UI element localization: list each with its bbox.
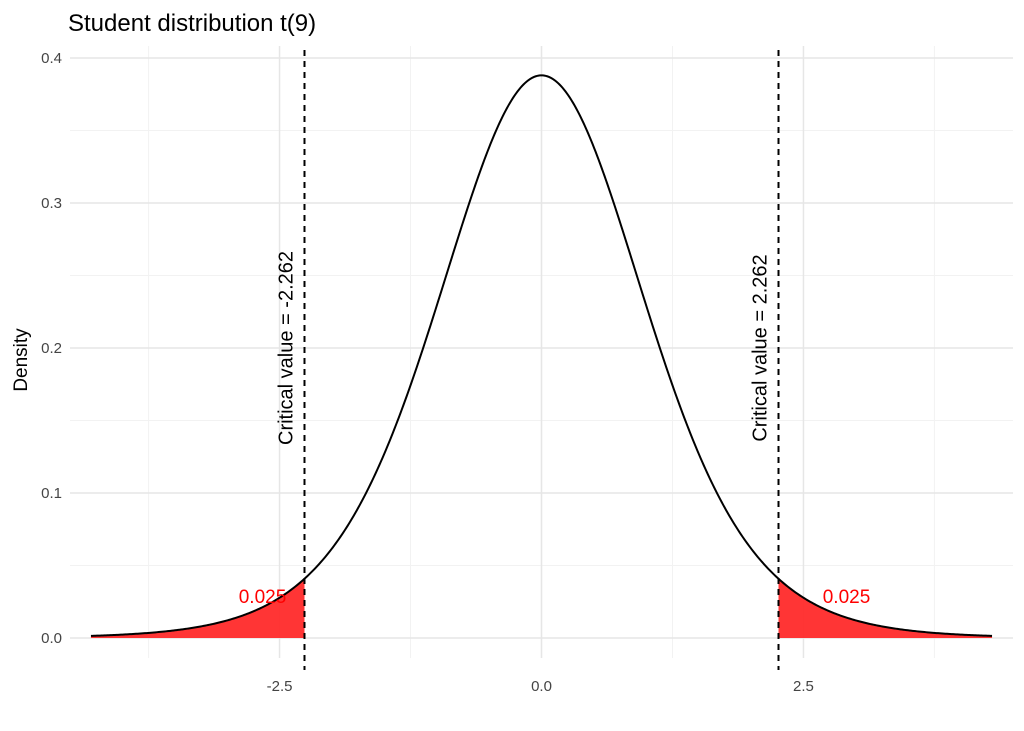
- x-tick-label: 2.5: [793, 678, 814, 695]
- critical-value-label: Critical value = -2.262: [275, 251, 297, 445]
- tail-area: [778, 578, 993, 638]
- density-curve: [90, 74, 993, 637]
- y-tick-label: 0.3: [41, 195, 62, 212]
- y-axis-label: Density: [11, 328, 32, 392]
- critical-value-label: Critical value = 2.262: [750, 254, 772, 441]
- y-tick-label: 0.4: [41, 50, 62, 67]
- annotations: Critical value = -2.262 Critical value = …: [239, 251, 871, 608]
- x-tick-labels: -2.5 0.0 2.5: [267, 678, 814, 695]
- grid: [70, 46, 1013, 658]
- x-tick-label: -2.5: [267, 678, 293, 695]
- tail-area-label: 0.025: [239, 587, 287, 608]
- x-tick-label: 0.0: [531, 678, 552, 695]
- y-tick-label: 0.1: [41, 485, 62, 502]
- y-tick-label: 0.0: [41, 630, 62, 647]
- tail-area-label: 0.025: [823, 587, 871, 608]
- critical-lines: [303, 50, 780, 670]
- tail-area: [90, 578, 305, 638]
- chart-title: Student distribution t(9): [68, 10, 316, 37]
- y-tick-labels: 0.0 0.1 0.2 0.3 0.4: [41, 50, 62, 647]
- y-tick-label: 0.2: [41, 340, 62, 357]
- tail-areas: [90, 578, 993, 638]
